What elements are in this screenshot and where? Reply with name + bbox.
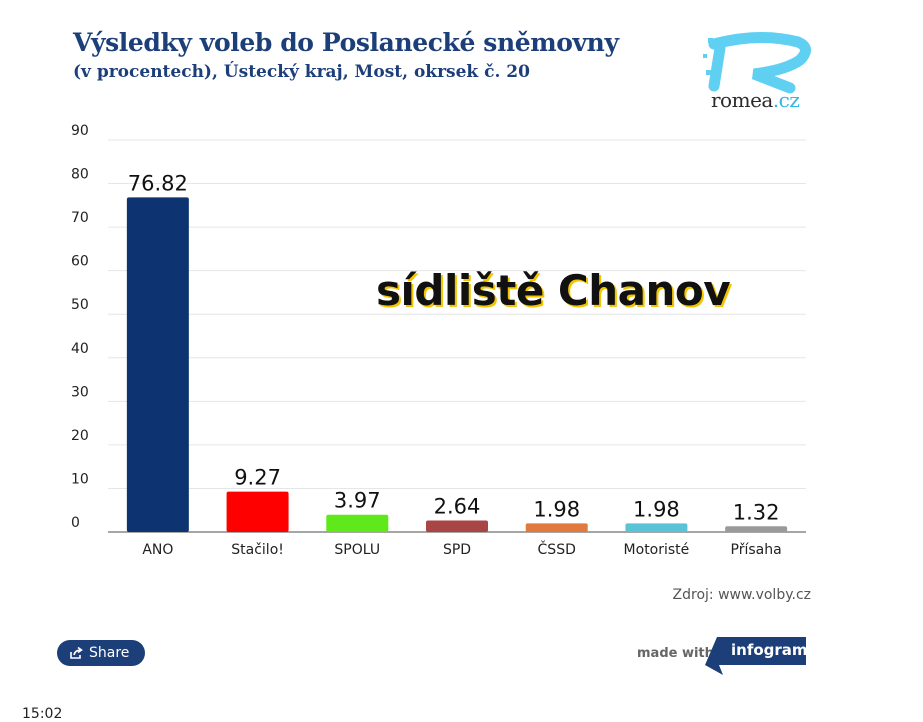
- y-tick-label: 0: [71, 515, 80, 531]
- x-tick-label: ANO: [142, 542, 173, 558]
- y-tick-label: 80: [71, 167, 89, 183]
- infogram-badge[interactable]: [705, 637, 806, 675]
- romea-logo-text[interactable]: romea.cz: [711, 88, 800, 112]
- bar-value-label: 1.98: [533, 497, 580, 521]
- x-axis-ticks: ANO Stačilo! SPOLU SPD ČSSD Motoristé Přísaha: [142, 540, 781, 558]
- bar-chart: 0 10 20 30 40 50 60 70 80 90 ANO Stačilo! SPOLU SPD Č…: [71, 123, 806, 558]
- chart-grid: [108, 139, 806, 533]
- infogram-brand: infogram: [731, 641, 808, 659]
- chart-bars: [126, 197, 788, 532]
- bar-value-label: 2.64: [434, 495, 481, 519]
- x-tick-label: ČSSD: [538, 540, 576, 558]
- bar-ano: [126, 197, 189, 532]
- bar-spolu: [326, 514, 389, 532]
- y-tick-label: 50: [71, 297, 89, 313]
- y-tick-label: 30: [71, 384, 89, 400]
- y-tick-label: 20: [71, 428, 89, 444]
- chart-subtitle: (v procentech), Ústecký kraj, Most, okrs…: [73, 62, 530, 82]
- bar-čssd: [525, 523, 588, 532]
- x-tick-label: Stačilo!: [231, 542, 284, 558]
- logo-tld: .cz: [772, 88, 800, 112]
- romea-r-logo-icon: [703, 32, 811, 94]
- location-overlay-label: sídliště Chanov: [376, 266, 731, 315]
- bar-value-label: 3.97: [334, 489, 381, 513]
- share-icon: [70, 646, 83, 659]
- y-tick-label: 10: [71, 471, 89, 487]
- bar-motoristé: [625, 523, 688, 532]
- y-axis-ticks: 0 10 20 30 40 50 60 70 80 90: [71, 123, 89, 531]
- bar-přísaha: [725, 526, 788, 532]
- x-tick-label: SPD: [443, 542, 471, 558]
- y-tick-label: 90: [71, 123, 89, 139]
- share-button[interactable]: Share: [57, 640, 146, 666]
- chart-title: Výsledky voleb do Poslanecké sněmovny: [73, 28, 619, 57]
- source-link[interactable]: Zdroj: www.volby.cz: [672, 587, 811, 603]
- made-with-label: made with: [637, 646, 714, 661]
- bar-stačilo!: [226, 491, 289, 532]
- bar-spd: [426, 520, 488, 532]
- clock-text: 15:02: [22, 706, 63, 722]
- bar-value-label: 1.32: [733, 500, 780, 524]
- x-tick-label: Přísaha: [731, 542, 782, 558]
- bar-value-label: 1.98: [633, 497, 680, 521]
- bar-value-labels: 76.82 9.27 3.97 2.64 1.98 1.98 1.32: [128, 171, 780, 524]
- bar-value-label: 76.82: [128, 171, 188, 195]
- x-tick-label: Motoristé: [624, 542, 690, 558]
- y-tick-label: 40: [71, 341, 89, 357]
- y-tick-label: 60: [71, 254, 89, 270]
- x-tick-label: SPOLU: [334, 542, 380, 558]
- y-tick-label: 70: [71, 210, 89, 226]
- share-label: Share: [89, 645, 130, 661]
- logo-name: romea: [711, 88, 773, 112]
- bar-value-label: 9.27: [234, 466, 281, 490]
